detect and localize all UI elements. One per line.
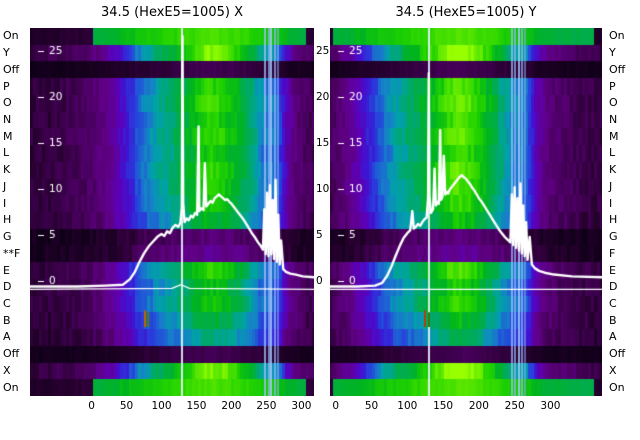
x-axis-ticks-y: 0 50 100 150 200 250 300 [330,399,602,415]
row-label-c: C [3,297,11,310]
row-label-off: Off [609,347,626,361]
row-label-h: H [3,213,12,227]
row-label-off: Off [609,62,626,76]
x-tick-label: 250 [256,400,277,412]
x-tick-label: 300 [540,400,561,412]
row-label-p: P [3,79,10,93]
y-tick-label-middle: 5 [316,229,323,241]
row-label-o: O [609,96,618,110]
x-tick-label: 50 [364,400,379,412]
x-tick-label: 100 [151,400,172,412]
x-tick-label: 50 [119,400,134,412]
row-labels-left: On Y Off P O N M L K J I H G **F E D C B A Off X On [0,0,28,440]
row-label-b: B [609,313,617,327]
row-label-y: Y [3,46,10,60]
row-label-i: I [3,196,7,210]
x-tick-label: 150 [433,400,454,412]
row-label-d: D [609,280,618,294]
row-label-n: N [3,113,12,126]
x-tick-label: 300 [291,400,312,412]
row-label-on: On [3,29,19,43]
row-label-b: B [3,313,11,327]
row-label-x: X [3,363,11,377]
heatmap-plot-y [330,28,602,396]
row-label-n: N [609,113,618,126]
x-axis-ticks-x: 0 50 100 150 200 250 300 [30,399,314,415]
row-label-a: A [3,330,11,344]
row-label-h: H [609,213,618,227]
x-tick-label: 0 [88,400,95,412]
row-label-m: M [3,129,13,143]
row-label-on: On [609,380,625,394]
row-label-on: On [3,380,19,394]
row-label-off: Off [3,347,20,361]
row-label-off: Off [3,62,20,76]
row-label-e: E [609,263,616,277]
y-tick-label-middle: 15 [316,137,330,149]
x-tick-label: 200 [468,400,489,412]
row-label-m: M [609,129,619,143]
row-label-d: D [3,280,12,294]
row-label-j: J [3,179,7,193]
x-tick-label: 0 [332,400,340,412]
plot-title-y: 34.5 (HexE5=1005) Y [395,5,537,20]
row-label-g: G [609,230,618,244]
row-label-f: F [609,246,616,260]
row-label-o: O [3,96,12,110]
row-label-y: Y [609,46,616,60]
heatmap-plot-x [30,28,314,396]
row-label-a: A [609,330,617,344]
row-label-i: I [609,196,613,210]
x-tick-label: 150 [186,400,207,412]
x-tick-label: 200 [221,400,242,412]
y-axis-ticks-middle: 25 20 15 10 5 0 [315,28,331,396]
row-label-l: L [3,146,10,160]
y-tick-label-middle: 10 [316,183,330,195]
y-tick-label-middle: 20 [316,91,330,103]
row-label-j: J [609,179,613,193]
row-label-c: C [609,297,617,310]
y-tick-label-middle: 0 [316,275,323,287]
row-label-on: On [609,29,625,43]
row-label-g: G [3,230,12,244]
row-label-p: P [609,79,616,93]
row-label-l: L [609,146,616,160]
row-label-k: K [3,163,11,177]
y-tick-label-middle: 25 [316,45,330,57]
x-tick-label: 250 [504,400,525,412]
row-labels-right: On Y Off P O N M L K J I H G F E D C B A Off X On [606,0,640,440]
plot-title-x: 34.5 (HexE5=1005) X [101,5,243,20]
x-tick-label: 100 [397,400,418,412]
row-label-x: X [609,363,617,377]
row-label-k: K [609,163,617,177]
row-label-e: E [3,263,10,277]
row-label-f: **F [3,246,21,260]
